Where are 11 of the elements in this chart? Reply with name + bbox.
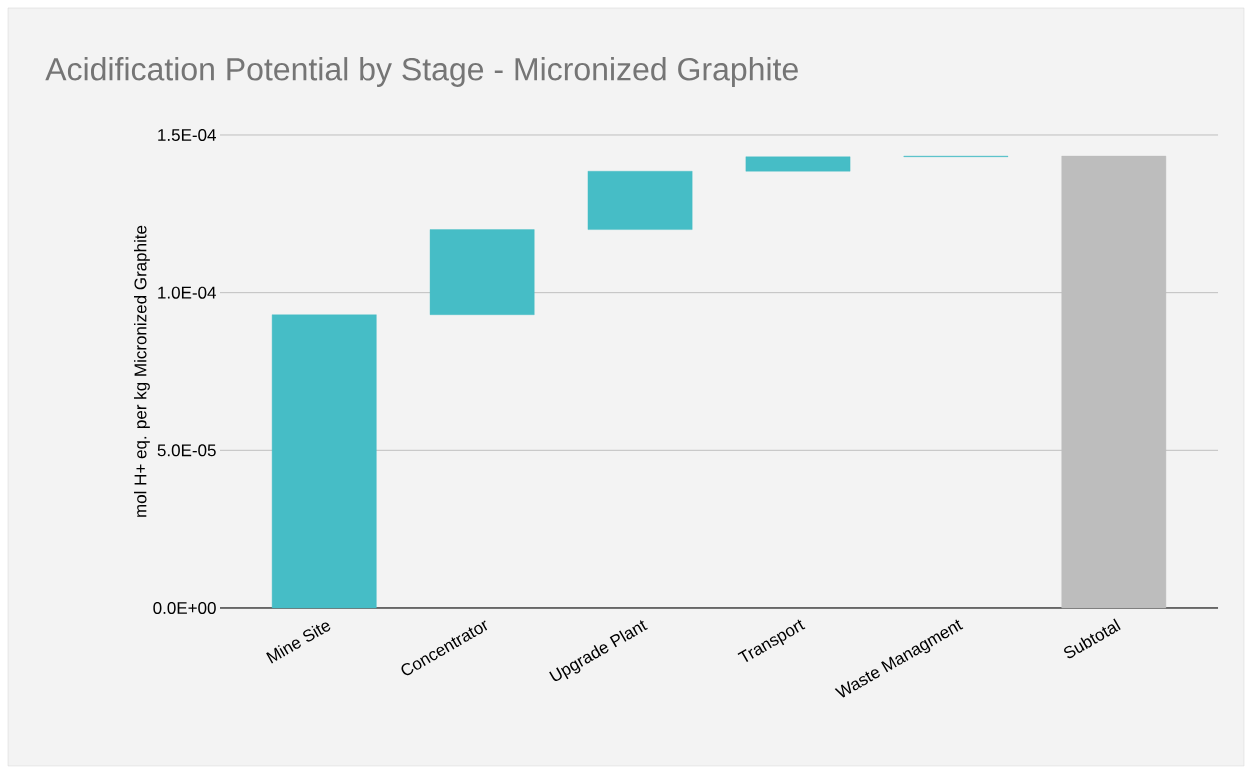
y-tick-label: 1.0E-04 <box>158 286 216 299</box>
y-tick-label: 5.0E-05 <box>157 444 216 457</box>
bar <box>587 171 693 230</box>
bar <box>271 314 377 609</box>
y-tick-label: 1.5E-04 <box>158 128 216 142</box>
x-tick-label: Mine Site <box>266 622 331 664</box>
y-tick-label: 0.0E+00 <box>153 601 216 615</box>
y-axis-title: mol H+ eq. per kg Micronized Graphite <box>134 225 150 517</box>
bar <box>745 156 851 172</box>
bar <box>429 229 535 315</box>
chart-title: Acidification Potential by Stage - Micronized Graphite <box>45 57 798 87</box>
